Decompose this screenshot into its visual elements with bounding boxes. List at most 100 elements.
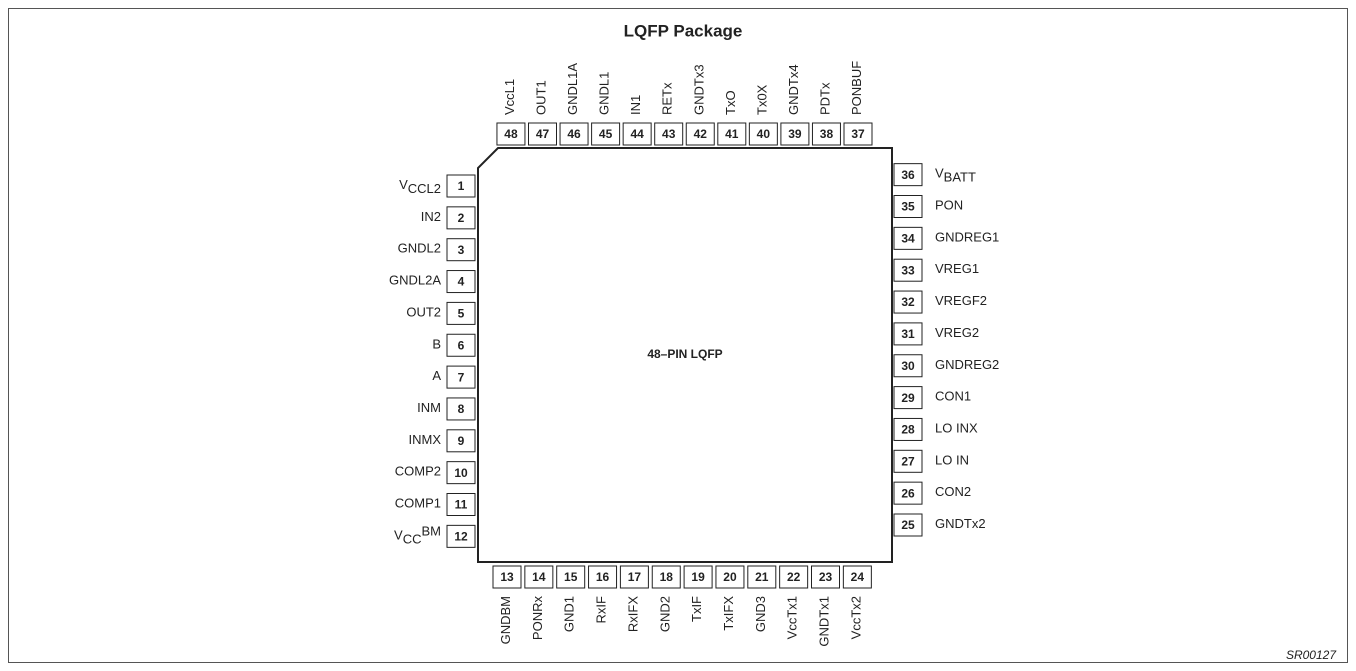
pin-number: 20 (723, 570, 737, 584)
pin-number: 48 (504, 127, 518, 141)
pin-box (446, 206, 476, 230)
pin-box (446, 524, 476, 548)
pin-name: GNDTx4 (786, 64, 801, 115)
pin-number: 46 (567, 127, 581, 141)
figure-code: SR00127 (1286, 648, 1337, 662)
pin-number: 28 (901, 423, 915, 437)
pin-name-main: IN1 (629, 95, 644, 115)
pin-number: 2 (458, 211, 465, 225)
pin-name: RxIFX (626, 596, 641, 632)
pin-number: 9 (458, 434, 465, 448)
pin-name-main: RxIFX (626, 596, 641, 632)
pin-box (893, 417, 923, 441)
pin-name: INM (417, 400, 441, 415)
pin-number: 35 (901, 200, 915, 214)
pin-name-main: COMP2 (395, 464, 441, 479)
pin-number: 37 (851, 127, 865, 141)
pin-name: GNDTx2 (935, 516, 986, 531)
pin-name-main: GNDBM (498, 596, 513, 644)
pin-name-sub: CCL2 (408, 181, 441, 196)
pin-name-main: CON1 (935, 389, 971, 404)
pin-box (619, 565, 649, 589)
pin-name-main: GNDTx1 (817, 596, 832, 647)
pin-box (622, 122, 652, 146)
pin-name-main: GNDTx4 (786, 64, 801, 115)
pin-name: GNDL2 (398, 241, 441, 256)
pin-name: IN2 (421, 209, 441, 224)
pin-number: 16 (596, 570, 610, 584)
pin-number: 5 (458, 307, 465, 321)
pin-name: PONRx (530, 596, 545, 641)
pin-number: 39 (788, 127, 802, 141)
pin-name: GNDL2A (389, 273, 441, 288)
pin-name: TxO (723, 90, 738, 115)
pin-number: 36 (901, 168, 915, 182)
title: LQFP Package (624, 21, 743, 40)
pin-name-main: GNDTx3 (692, 64, 707, 115)
pin-name: OUT2 (406, 305, 441, 320)
pin-name: INMX (409, 432, 442, 447)
chip-label: 48–PIN LQFP (647, 347, 722, 361)
pin-box (715, 565, 745, 589)
pin-name-main: GNDL1A (565, 63, 580, 115)
pin-name: VccL1 (502, 79, 517, 115)
pin-name: VBATT (935, 166, 976, 185)
pin-name: VREG1 (935, 262, 979, 277)
pin-box (893, 290, 923, 314)
pin-name: PONBUF (849, 61, 864, 115)
pin-name-sub: CC (403, 532, 422, 547)
pin-box (446, 365, 476, 389)
pin-name: VCCBM (394, 524, 441, 547)
pin-name-main: INM (417, 400, 441, 415)
pin-name-main: GNDTx2 (935, 516, 986, 531)
pin-name: COMP1 (395, 496, 441, 511)
pin-name: COMP2 (395, 464, 441, 479)
pin-name-main: RETx (660, 82, 675, 115)
pin-name-main: V (935, 166, 944, 181)
pin-number: 13 (500, 570, 514, 584)
pin-number: 3 (458, 243, 465, 257)
pin-name-sub: BATT (944, 170, 976, 185)
pin-box (780, 122, 810, 146)
pin-name-main: TxO (723, 90, 738, 115)
pin-name: GND1 (562, 596, 577, 632)
pin-name: A (432, 369, 441, 384)
pin-name-main: OUT2 (406, 305, 441, 320)
pin-name-main: IN2 (421, 209, 441, 224)
pin-number: 21 (755, 570, 769, 584)
pin-number: 29 (901, 391, 915, 405)
pin-box (843, 122, 873, 146)
pin-number: 42 (694, 127, 708, 141)
pin-name-main: LO IN (935, 453, 969, 468)
pin-name: GNDTx1 (817, 596, 832, 647)
pin-name: GND2 (658, 596, 673, 632)
pin-name-main: GND1 (562, 596, 577, 632)
pin-box (893, 513, 923, 537)
pin-box (446, 270, 476, 294)
pin-name-main: PONRx (530, 596, 545, 641)
pin-number: 40 (757, 127, 771, 141)
pin-name-main: VccTx2 (849, 596, 864, 639)
pin-box (893, 226, 923, 250)
pin-number: 15 (564, 570, 578, 584)
pin-number: 24 (851, 570, 865, 584)
pin-name-main: GND3 (753, 596, 768, 632)
pin-box (683, 565, 713, 589)
pin-number: 43 (662, 127, 676, 141)
pin-box (492, 565, 522, 589)
pin-name-main: VccTx1 (785, 596, 800, 639)
pin-box (446, 238, 476, 262)
pin-name: GNDTx3 (692, 64, 707, 115)
frame (8, 8, 1348, 663)
pin-name: TxIFX (721, 596, 736, 631)
pin-number: 44 (630, 127, 644, 141)
pin-box (524, 565, 554, 589)
pin-number: 23 (819, 570, 833, 584)
pin-number: 34 (901, 232, 915, 246)
pin-name: OUT1 (534, 80, 549, 115)
pin-number: 14 (532, 570, 546, 584)
pin-name: PDTx (818, 82, 833, 115)
pin-name: VREGF2 (935, 293, 987, 308)
pin-name-main: PON (935, 198, 963, 213)
